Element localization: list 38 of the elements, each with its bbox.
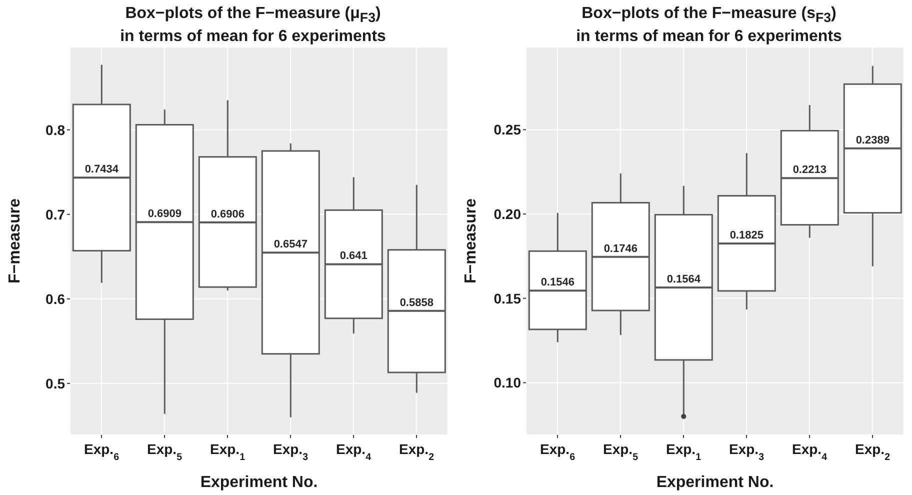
x-tick-label: Exp.$_{5}$ <box>602 441 639 462</box>
text: 0.5858 <box>400 296 434 309</box>
x-tick-label: Exp.$_{1}$ <box>666 441 702 462</box>
y-tick-label: 0.25 <box>494 122 522 138</box>
text: 0.6547 <box>274 238 308 251</box>
text: 0.6906 <box>210 208 244 220</box>
text: 0.1746 <box>604 242 638 255</box>
x-tick-label: Exp.$_{3}$ <box>728 441 765 462</box>
x-axis-title: Experiment No. <box>656 474 774 491</box>
x-tick-label: Exp.$_{6}$ <box>84 441 120 462</box>
y-tick-label: 0.6 <box>46 290 66 307</box>
y-tick-label: 0.15 <box>494 290 522 306</box>
x-tick-label: Exp.$_{2}$ <box>398 441 435 462</box>
y-axis-title: F−measure <box>6 198 24 284</box>
y-tick-label: 0.7 <box>46 206 66 222</box>
x-tick-label: Exp.$_{1}$ <box>210 441 246 462</box>
x-tick-label: Exp.$_{4}$ <box>792 441 828 462</box>
chart-title: Box−plots of the F−measure (s$_{F3}$) in terms of mean for 6 experiments <box>575 4 843 46</box>
x-tick-label: Exp.$_{3}$ <box>272 441 309 462</box>
x-tick-label: Exp.$_{6}$ <box>540 441 576 462</box>
text: 0.2389 <box>856 134 890 146</box>
y-axis-title: F−measure <box>462 198 480 284</box>
y-tick-label: 0.10 <box>494 374 522 391</box>
text: 0.1564 <box>666 274 700 286</box>
x-tick-label: Exp.$_{2}$ <box>854 441 891 462</box>
text: 0.641 <box>340 250 368 262</box>
y-tick-label: 0.20 <box>494 206 522 222</box>
text: 0.1825 <box>730 230 764 242</box>
x-tick-label: Exp.$_{5}$ <box>146 441 183 462</box>
x-tick-label: Exp.$_{4}$ <box>336 441 372 462</box>
text: 0.7434 <box>84 164 118 176</box>
chart-title: Box−plots of the F−measure (μ$_{F3}$) in terms of mean for 6 experiments <box>119 4 387 46</box>
text: 0.1546 <box>540 276 574 289</box>
text: 0.2213 <box>792 164 826 176</box>
text: 0.6909 <box>148 208 182 220</box>
x-axis-title: Experiment No. <box>200 474 318 491</box>
y-tick-label: 0.5 <box>46 375 66 392</box>
y-tick-label: 0.8 <box>46 122 66 138</box>
